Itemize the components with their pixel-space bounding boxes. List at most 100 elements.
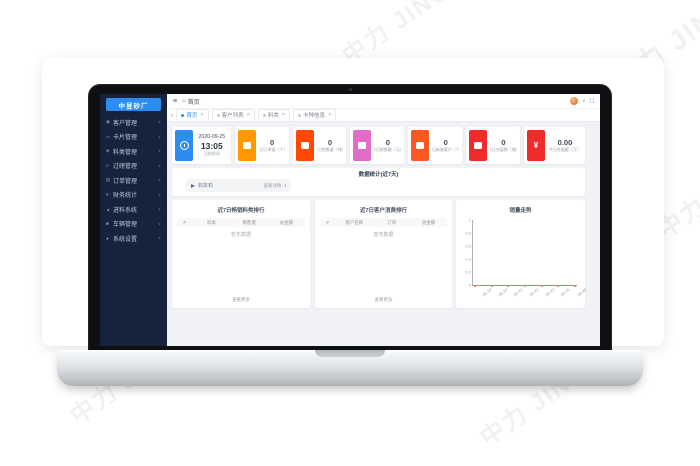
table-col-header: 料类 [207, 219, 217, 225]
y-tick: 1 [468, 217, 471, 223]
stat-card-orders: 0 今日订单量（个） [234, 127, 289, 164]
x-tick: 09-21 [512, 287, 524, 298]
finance-icon: ¥ [106, 192, 109, 198]
chevron-down-icon: ∨ [157, 133, 161, 139]
data-point [490, 284, 493, 287]
cart-icon [300, 142, 309, 149]
main-area: ≡ ⌂ 首页 ∨ ∷ ‹ 首页 × [167, 94, 600, 346]
sidebar-item-label: 订单管理 [113, 178, 138, 185]
user-icon: ◉ [106, 119, 110, 125]
clock-icon [179, 141, 189, 150]
sidebar-item-orders[interactable]: ▤ 订单管理 ∨ [100, 173, 167, 188]
stat-label: 今日销售量（吨） [317, 147, 344, 152]
stat-card-recharge-amount: ¥ 0.00 今日充值额（万） [523, 127, 585, 164]
chevron-down-icon: ∨ [157, 220, 161, 226]
card-icon: ▭ [106, 133, 111, 139]
sidebar-item-label: 过磅管理 [113, 164, 138, 171]
chevron-down-icon: ∨ [157, 119, 161, 125]
laptop-screen: 中昱砂厂 ◉ 客户管理 ∨ ▭ 卡片管理 ∨ ◈ 料类管理 ∨ [100, 94, 600, 346]
tab-dot-icon [298, 113, 302, 117]
tab-customer-list[interactable]: 客户列表 × [211, 108, 255, 122]
chart-title: 销量走势 [509, 208, 532, 214]
sidebar-item-label: 系统设置 [113, 236, 138, 243]
stat-card-sales-amount: 0 今日销售额（元） [350, 127, 405, 164]
sidebar-item-customers[interactable]: ◉ 客户管理 ∨ [100, 115, 167, 130]
stat-label: 今日充值额（万） [549, 147, 581, 152]
sidebar-item-vehicles[interactable]: ■ 车辆管理 ∨ [100, 217, 167, 232]
chat-icon [358, 142, 367, 149]
close-icon[interactable]: × [246, 112, 250, 118]
caret-down-icon[interactable]: ∨ [582, 98, 586, 103]
sidebar-item-cards[interactable]: ▭ 卡片管理 ∨ [100, 130, 167, 145]
tab-dot-icon [181, 113, 185, 117]
x-tick: 09-24 [559, 287, 571, 298]
table-col-header: 销售量 [242, 219, 257, 225]
hamburger-menu-icon[interactable]: ≡ [173, 97, 178, 105]
time-caption: 当前时间 [203, 150, 220, 156]
close-icon[interactable]: × [281, 112, 286, 118]
stat-value: 0 [327, 138, 333, 147]
notice-link[interactable]: 查看详情 [263, 182, 282, 188]
view-more-link[interactable]: 查看更多 [232, 297, 250, 302]
avatar[interactable] [570, 97, 579, 105]
person-icon [416, 142, 425, 149]
stat-card-sales-volume: 0 今日销售量（吨） [292, 127, 347, 164]
sidebar-item-weighing[interactable]: ≡ 过磅管理 ∨ [100, 159, 167, 174]
view-more-link[interactable]: 查看更多 [374, 297, 393, 302]
tab-dot-icon [216, 113, 220, 117]
tab-materials[interactable]: 料类 × [257, 108, 291, 122]
table-col-header: 总金额 [421, 219, 436, 225]
x-tick: 09-23 [544, 287, 556, 298]
data-point [474, 284, 477, 287]
sidebar-item-feed[interactable]: ▲ 进料系统 ∨ [100, 202, 167, 217]
x-tick: 09-19 [481, 287, 493, 298]
material-icon: ◈ [106, 148, 110, 154]
dashboard-content: 2020-09-25 13:05 当前时间 0 今日订单量（个） [167, 122, 600, 346]
tabs-bar: ‹ 首页 × 客户列表 × 料类 × 卡种信息 [167, 108, 600, 122]
sidebar-item-label: 进料系统 [113, 207, 138, 214]
close-icon[interactable]: × [328, 112, 332, 118]
table-col-header: 总金额 [279, 219, 294, 225]
stat-card-new-customers: 0 今日新增客户（个） [408, 127, 463, 164]
tab-home[interactable]: 首页 × [176, 108, 209, 122]
speaker-icon [191, 183, 195, 188]
data-point [573, 284, 576, 287]
y-tick: 0.2 [465, 269, 471, 275]
sidebar: 中昱砂厂 ◉ 客户管理 ∨ ▭ 卡片管理 ∨ ◈ 料类管理 ∨ [100, 94, 167, 346]
order-icon: ▤ [106, 177, 111, 183]
current-time: 13:05 [200, 140, 223, 151]
laptop-camera [349, 88, 352, 91]
x-tick: 09-22 [528, 287, 540, 298]
breadcrumb[interactable]: ⌂ 首页 [182, 97, 200, 106]
empty-state-text: 暂无数据 [373, 232, 394, 238]
app-logo[interactable]: 中昱砂厂 [106, 98, 161, 111]
chevron-down-icon: ∨ [157, 162, 161, 168]
scale-icon: ≡ [106, 163, 109, 169]
stat-card-recharge-count: 0 今日充值数（笔） [466, 127, 520, 164]
sales-trend-chart: 销量走势 1 0.8 0.6 0.4 0.2 0 09-19 09-20 09-… [456, 200, 587, 308]
table-header-row: # 料类 销售量 总金额 [177, 218, 305, 227]
table-col-header: # [326, 220, 329, 225]
close-icon[interactable]: × [200, 112, 204, 118]
data-point [507, 284, 510, 287]
stat-label: 今日订单量（个） [259, 147, 286, 152]
x-tick: 09-20 [497, 287, 509, 298]
stat-value: 0 [443, 138, 448, 147]
sidebar-item-settings[interactable]: ● 系统设置 ∨ [100, 231, 167, 246]
sidebar-item-finance[interactable]: ¥ 财务统计 ∨ [100, 188, 167, 203]
tab-card-types[interactable]: 卡种信息 × [293, 108, 337, 122]
overview-panel: 数据统计(近7天) 石灰石 查看详情 › [172, 168, 585, 196]
settings-icon: ● [106, 235, 109, 241]
data-point [524, 284, 526, 287]
sidebar-item-materials[interactable]: ◈ 料类管理 ∨ [100, 144, 167, 159]
home-icon: ⌂ [182, 98, 186, 104]
grid-icon[interactable]: ∷ [589, 98, 594, 105]
stat-label: 今日新增客户（个） [432, 147, 459, 152]
chevron-down-icon: ∨ [157, 191, 161, 197]
vehicle-icon: ■ [106, 221, 109, 227]
notice-bar[interactable]: 石灰石 查看详情 › [185, 179, 292, 192]
tab-scroll-left-icon[interactable]: ‹ [171, 111, 174, 119]
sidebar-item-label: 财务统计 [113, 193, 138, 200]
breadcrumb-home-label: 首页 [187, 99, 200, 106]
sidebar-item-label: 卡片管理 [113, 135, 138, 142]
